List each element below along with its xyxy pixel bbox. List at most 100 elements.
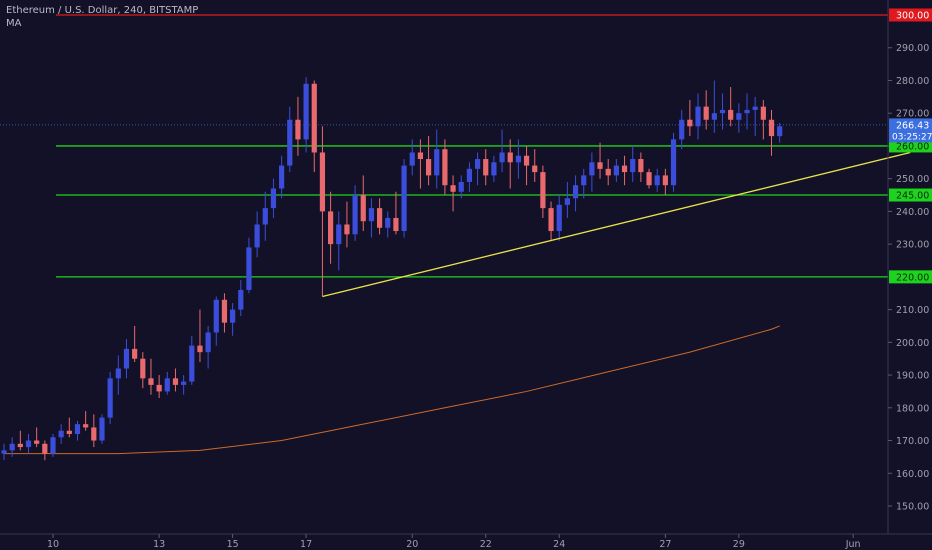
candle-body (99, 417, 105, 441)
candle-body (25, 440, 32, 448)
candle-body (556, 204, 562, 232)
candle-body (107, 378, 113, 418)
candle-body (254, 224, 260, 248)
candle-body (450, 185, 456, 192)
price-tick-label: 210.00 (896, 305, 929, 316)
candle-body (344, 224, 350, 235)
candle-body (295, 119, 301, 140)
candle-body (164, 378, 170, 392)
time-tick-label: 29 (733, 539, 745, 550)
price-tick-label: 150.00 (896, 502, 929, 513)
candle-body (66, 430, 72, 434)
current-price-label: 266.43 (896, 120, 929, 131)
candle-body (352, 195, 358, 235)
candle-body (630, 159, 636, 173)
candle-body (336, 224, 342, 245)
candle-body (466, 168, 473, 182)
candle-body (711, 113, 717, 120)
candle-body (1, 450, 7, 454)
candles-layer (1, 77, 783, 461)
candle-body (132, 348, 138, 359)
candle-body (409, 152, 415, 166)
candle-body (230, 309, 236, 323)
price-tick-label: 170.00 (896, 436, 929, 447)
price-tick-label: 160.00 (896, 469, 929, 480)
candle-body (287, 119, 293, 166)
time-tick-label: 20 (406, 539, 418, 550)
candle-body (401, 165, 407, 232)
candle-body (613, 165, 619, 176)
chart-header: Ethereum / U.S. Dollar, 240, BITSTAMP MA (6, 4, 198, 30)
price-tick-label: 290.00 (896, 43, 929, 54)
level-price-tag (889, 270, 932, 284)
candle-body (368, 208, 375, 222)
price-tick-label: 270.00 (896, 109, 929, 120)
time-tick-label: Jun (845, 539, 861, 550)
level-price-tag-label: 260.00 (896, 141, 929, 152)
candle-body (270, 188, 277, 209)
level-price-tag (889, 8, 932, 22)
candle-body (491, 162, 497, 176)
candle-body (385, 217, 391, 228)
candle-body (123, 348, 130, 369)
candle-body (34, 440, 40, 444)
candle-body (91, 427, 97, 441)
level-price-tag (889, 188, 932, 202)
candle-body (507, 152, 513, 163)
candle-body (564, 198, 570, 205)
candle-body (597, 162, 603, 169)
candle-body (703, 106, 709, 120)
candle-body (181, 381, 187, 385)
candle-body (483, 159, 489, 176)
price-tick-label: 180.00 (896, 403, 929, 414)
moving-average-line (4, 325, 780, 455)
candle-body (417, 152, 424, 160)
candle-body (515, 155, 521, 163)
candle-body (736, 113, 742, 120)
candle-body (9, 443, 15, 451)
candle-body (728, 109, 734, 120)
candle-body (360, 195, 366, 222)
candle-body (393, 217, 399, 232)
candle-body (777, 126, 783, 137)
price-tick-label: 250.00 (896, 174, 929, 185)
moving-average-layer (4, 325, 780, 455)
level-price-tag-label: 300.00 (896, 11, 929, 22)
candle-body (197, 345, 203, 353)
candle-body (148, 378, 154, 385)
level-price-tag-label: 245.00 (896, 191, 929, 202)
level-price-tag (889, 139, 932, 153)
candle-body (581, 175, 587, 186)
candle-body (760, 106, 766, 120)
candle-body (434, 149, 440, 176)
candle-body (319, 152, 326, 212)
candle-body (638, 159, 644, 173)
candle-body (262, 208, 268, 225)
candle-body (768, 119, 775, 137)
candle-body (499, 152, 505, 163)
candle-body (246, 247, 252, 290)
price-tick-label: 240.00 (896, 207, 929, 218)
indicator-label[interactable]: MA (6, 18, 22, 29)
candle-body (670, 139, 677, 186)
candle-body (213, 299, 219, 333)
candle-body (140, 358, 146, 379)
candle-body (221, 299, 228, 323)
candle-body (687, 119, 693, 127)
price-tick-label: 280.00 (896, 76, 929, 87)
price-axis: 290.00 280.00 270.00 260.00 250.00 240.00 230.… (887, 0, 932, 534)
candle-body (572, 185, 579, 199)
time-tick-label: 15 (227, 539, 239, 550)
candle-body (621, 165, 628, 173)
candle-body (458, 181, 464, 192)
candle-body (328, 211, 334, 245)
price-tick-label: 200.00 (896, 338, 929, 349)
candle-body (752, 106, 758, 110)
candle-body (589, 162, 595, 176)
candle-body (50, 437, 56, 454)
candle-body (156, 384, 162, 392)
time-tick-label: 17 (300, 539, 312, 550)
